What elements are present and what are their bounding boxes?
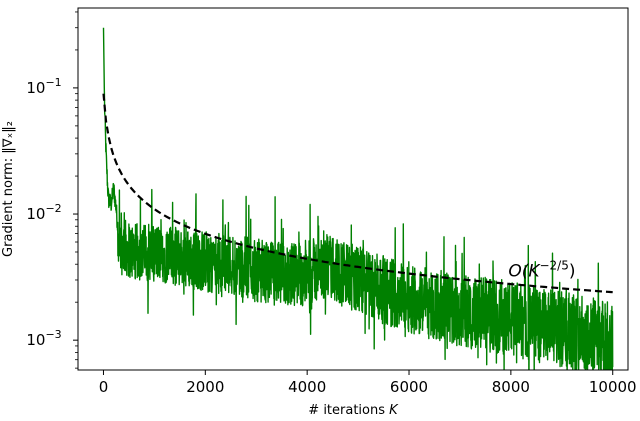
rate-annotation-exponent: −2/5 <box>539 258 568 272</box>
plot-frame <box>77 7 629 371</box>
y-axis-label: Gradient norm: ‖∇ₓ‖₂ <box>1 121 16 257</box>
y-tick-label-exp-1: −2 <box>45 202 61 215</box>
series-0-line <box>102 27 614 370</box>
series-1-line <box>102 93 613 294</box>
x-tick-label-1: 2000 <box>186 378 224 396</box>
x-axis-label-var: K <box>389 403 399 418</box>
x-tick-label-2: 4000 <box>288 378 326 396</box>
rate-annotation-base: O(K <box>508 261 541 281</box>
x-tick-label-5: 10000 <box>589 378 637 396</box>
y-tick-label-exp-2: −3 <box>45 328 61 341</box>
x-tick-label-4: 8000 <box>492 378 530 396</box>
y-tick-label-1: 10−2 <box>26 202 61 223</box>
y-tick-label-0: 10−1 <box>26 76 61 97</box>
y-tick-label-2: 10−3 <box>26 328 61 349</box>
x-axis-label-prefix: # iterations <box>308 403 389 418</box>
y-tick-label-base-2: 10 <box>26 331 45 349</box>
y-tick-label-base-0: 10 <box>26 79 45 97</box>
rate-annotation-close: ) <box>569 261 576 281</box>
x-axis-label: # iterations K <box>308 403 399 418</box>
rate-annotation: O(K−2/5) <box>508 258 575 281</box>
x-tick-label-3: 6000 <box>390 378 428 396</box>
y-tick-label-exp-0: −1 <box>45 76 61 89</box>
plot-area <box>102 27 614 370</box>
plot-clipped <box>102 27 614 370</box>
x-tick-label-0: 0 <box>99 378 109 396</box>
y-tick-label-base-1: 10 <box>26 205 45 223</box>
